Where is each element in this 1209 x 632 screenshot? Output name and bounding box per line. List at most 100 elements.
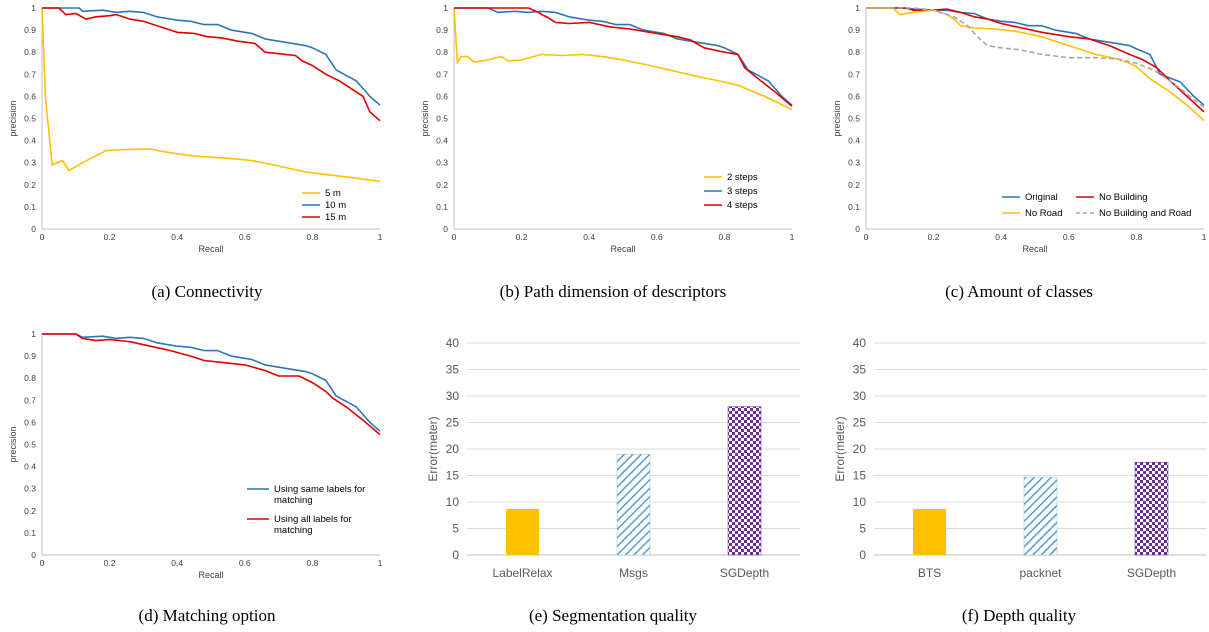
- y-tick-label: 0: [859, 548, 866, 562]
- legend-label: 3 steps: [727, 186, 758, 197]
- x-tick-label: 0.8: [306, 558, 318, 568]
- y-tick-label: 0.4: [848, 136, 860, 146]
- y-tick-label: 1: [31, 329, 36, 339]
- y-tick-label: 0.3: [24, 158, 36, 168]
- x-tick-label: 0: [452, 232, 457, 242]
- x-axis-label: Recall: [1022, 244, 1047, 254]
- plot-area: 0 5 10 15 20 25 30 35 40 Error(meter) BTS packnet SG…: [833, 336, 1207, 580]
- y-tick-label: 35: [446, 363, 460, 377]
- y-tick-label: 0.1: [24, 202, 36, 212]
- y-tick-label: 0: [452, 548, 459, 562]
- y-axis-label: precision: [420, 100, 430, 136]
- y-tick-label: 20: [446, 442, 460, 456]
- plot-area: 0 0.1 0.2 0.3 0.4 0.5 0.6 0.7 0.8 0.9 1 0 0.2 0.4 0.6 0…: [8, 3, 383, 254]
- series-line-using-same-labels-for-matching: [42, 333, 381, 432]
- y-tick-label: 0.9: [24, 25, 36, 35]
- series-line-original: [866, 7, 1205, 106]
- legend-background: [700, 170, 790, 222]
- x-tick-label: SGDepth: [1127, 566, 1176, 580]
- series-line-no-road: [866, 7, 1205, 122]
- y-tick-label: 0.6: [436, 91, 448, 101]
- y-axis-label: Error(meter): [833, 416, 847, 481]
- series-line-no-building-and-road: [866, 7, 1205, 109]
- x-tick-label: Msgs: [619, 566, 648, 580]
- x-tick-label: 0.8: [306, 232, 318, 242]
- y-tick-label: 0.1: [848, 202, 860, 212]
- legend: Original No Building No Road No Building an…: [998, 190, 1202, 226]
- legend-background: [243, 482, 378, 552]
- x-tick-label: 1: [378, 232, 383, 242]
- y-tick-label: 0.9: [436, 25, 448, 35]
- y-tick-label: 0.7: [436, 69, 448, 79]
- x-tick-label: 0.2: [516, 232, 528, 242]
- y-tick-label: 0.4: [24, 136, 36, 146]
- legend: 2 steps 3 steps 4 steps: [700, 170, 790, 222]
- x-tick-label: BTS: [918, 566, 941, 580]
- y-tick-label: 1: [443, 3, 448, 13]
- y-tick-label: 1: [31, 3, 36, 13]
- legend: Using same labels for matching Using all l…: [243, 482, 378, 552]
- y-tick-label: 0.7: [848, 69, 860, 79]
- caption-matching-option: (d) Matching option: [139, 606, 276, 625]
- bar-bts: [913, 508, 946, 555]
- x-tick-label: 0.6: [239, 232, 251, 242]
- y-tick-label: 0.4: [436, 136, 448, 146]
- y-tick-label: 0.9: [24, 351, 36, 361]
- y-tick-label: 10: [446, 495, 460, 509]
- y-tick-label: 0.3: [436, 158, 448, 168]
- x-axis-label: Recall: [610, 244, 635, 254]
- y-tick-label: 40: [853, 336, 867, 350]
- y-tick-label: 0.8: [848, 47, 860, 57]
- caption-segmentation-quality: (e) Segmentation quality: [529, 606, 698, 625]
- x-tick-label: 0.4: [583, 232, 595, 242]
- y-tick-label: 0.3: [848, 158, 860, 168]
- plot-area: 0 0.1 0.2 0.3 0.4 0.5 0.6 0.7 0.8 0.9 1 0 0.2 0.4 0.6 0…: [8, 329, 383, 580]
- y-tick-label: 0.2: [848, 180, 860, 190]
- plot-area: 0 5 10 15 20 25 30 35 40 Error(meter) LabelRelax Ms…: [426, 336, 800, 580]
- panel-segmentation-quality: 0 5 10 15 20 25 30 35 40 Error(meter) LabelRelax Ms…: [426, 336, 800, 625]
- y-tick-label: 0.7: [24, 395, 36, 405]
- y-tick-label: 5: [859, 522, 866, 536]
- series-line-15-m: [42, 7, 381, 122]
- y-axis-label: precision: [8, 426, 18, 462]
- y-tick-label: 40: [446, 336, 460, 350]
- y-tick-label: 0.4: [24, 462, 36, 472]
- series-line-using-all-labels-for-matching: [42, 333, 381, 436]
- series-line-10-m: [42, 7, 381, 106]
- x-tick-label: LabelRelax: [492, 566, 552, 580]
- bar-packnet: [1023, 476, 1058, 556]
- y-tick-label: 0: [855, 224, 860, 234]
- bar-msgs: [616, 454, 651, 556]
- panel-connectivity: 0 0.1 0.2 0.3 0.4 0.5 0.6 0.7 0.8 0.9 1 0 0.2 0.4 0.6 0…: [8, 3, 383, 301]
- x-tick-label: 0.6: [1063, 232, 1075, 242]
- x-tick-label: 0: [40, 558, 45, 568]
- x-axis-label: Recall: [198, 570, 223, 580]
- y-tick-label: 35: [853, 363, 867, 377]
- y-tick-label: 0.5: [24, 440, 36, 450]
- series-line-2-steps: [453, 7, 793, 111]
- y-tick-label: 0.7: [24, 69, 36, 79]
- legend-label: 4 steps: [727, 200, 758, 211]
- bar-sgdepth: [1134, 462, 1169, 556]
- y-tick-label: 0: [443, 224, 448, 234]
- y-tick-label: 0.5: [436, 114, 448, 124]
- y-tick-label: 0.5: [24, 114, 36, 124]
- panel-depth-quality: 0 5 10 15 20 25 30 35 40 Error(meter) BTS packnet SG…: [833, 336, 1207, 625]
- x-tick-label: 0.8: [718, 232, 730, 242]
- y-tick-label: 0.6: [848, 91, 860, 101]
- y-tick-label: 10: [853, 495, 867, 509]
- legend-label: No Road: [1025, 208, 1063, 219]
- x-tick-label: 0.8: [1130, 232, 1142, 242]
- legend-label: 5 m: [325, 188, 341, 199]
- y-tick-label: 0.5: [848, 114, 860, 124]
- y-tick-label: 0.9: [848, 25, 860, 35]
- panel-amount-of-classes: 0 0.1 0.2 0.3 0.4 0.5 0.6 0.7 0.8 0.9 1 0 0.2 0.4 0.6 0…: [832, 3, 1207, 301]
- y-tick-label: 5: [452, 522, 459, 536]
- x-tick-label: SGDepth: [720, 566, 769, 580]
- caption-depth-quality: (f) Depth quality: [962, 606, 1077, 625]
- y-tick-label: 0.1: [436, 202, 448, 212]
- x-tick-label: 0.4: [995, 232, 1007, 242]
- bar-labelrelax: [506, 508, 539, 555]
- y-tick-label: 0.6: [24, 91, 36, 101]
- y-axis-label: precision: [8, 100, 18, 136]
